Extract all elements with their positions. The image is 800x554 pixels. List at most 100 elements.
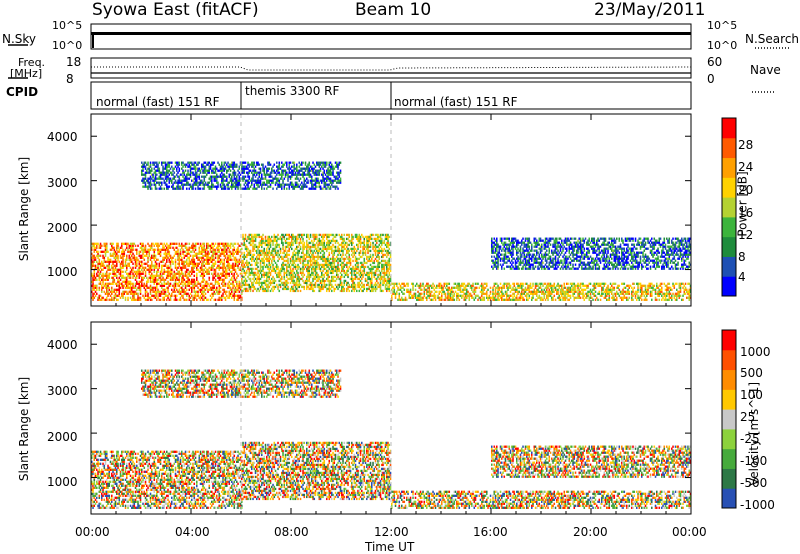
power-cell: [199, 284, 202, 287]
power-cell: [374, 289, 377, 293]
power-cell: [206, 284, 208, 287]
power-cell: [257, 247, 259, 251]
power-cell: [244, 289, 247, 293]
power-cell: [224, 161, 227, 164]
power-cell: [264, 271, 267, 275]
power-cell: [221, 248, 223, 251]
power-cell: [237, 173, 239, 176]
power-cell: [284, 281, 287, 285]
power-cell: [252, 247, 254, 251]
power-cell: [223, 173, 226, 176]
power-cell: [182, 294, 184, 297]
power-cell: [98, 276, 101, 279]
freq-tick-high: 18: [66, 55, 82, 69]
power-cell: [182, 284, 184, 287]
power-cell: [286, 251, 288, 255]
power-cell: [192, 296, 194, 299]
power-cell: [267, 235, 269, 239]
power-cell: [198, 270, 201, 273]
power-cell: [114, 268, 117, 271]
power-cell: [132, 262, 134, 265]
power-cell: [203, 260, 206, 263]
nsky-panel: [8, 23, 790, 50]
power-cell: [299, 177, 302, 180]
power-cell: [337, 275, 339, 279]
power-cell: [154, 248, 157, 251]
power-cell: [311, 263, 313, 267]
power-cell: [169, 256, 172, 259]
power-cell: [159, 252, 162, 255]
power-cell: [143, 250, 146, 253]
power-cell: [143, 286, 146, 289]
power-cell: [221, 266, 223, 269]
power-cell: [301, 163, 303, 166]
power-cell: [188, 278, 191, 281]
power-cell: [238, 181, 241, 184]
power-cell: [102, 280, 104, 283]
power-cell: [226, 177, 228, 180]
power-cell: [104, 284, 107, 287]
power-cell: [157, 244, 159, 247]
power-cell: [144, 292, 147, 295]
power-cell: [302, 265, 304, 269]
power-cell: [164, 282, 167, 285]
power-cell: [222, 248, 224, 251]
power-cell: [282, 261, 284, 265]
power-cell: [214, 278, 217, 281]
power-cell: [334, 279, 337, 283]
power-cell: [97, 262, 99, 265]
power-cell: [134, 276, 137, 279]
power-cell: [347, 269, 349, 273]
power-cell: [347, 273, 349, 277]
power-cell: [322, 277, 324, 281]
power-cell: [183, 290, 186, 293]
power-cell: [178, 254, 181, 257]
power-cell: [248, 267, 251, 271]
power-cell: [251, 239, 253, 243]
power-cell: [147, 242, 149, 245]
power-cell: [162, 264, 164, 267]
power-cell: [376, 283, 378, 287]
power-cell: [382, 233, 384, 237]
power-cell: [192, 244, 194, 247]
power-cell: [363, 283, 366, 287]
power-cell: [156, 266, 158, 269]
power-cell: [244, 245, 247, 249]
power-cell: [298, 243, 301, 247]
power-cell: [222, 242, 224, 245]
power-cell: [364, 277, 367, 281]
power-cell: [259, 287, 262, 291]
power-cell: [179, 252, 182, 255]
power-cell: [174, 276, 177, 279]
power-cell: [187, 276, 189, 279]
power-cell: [181, 262, 183, 265]
power-cell: [321, 283, 323, 287]
power-cell: [272, 239, 274, 243]
power-cell: [341, 243, 343, 247]
power-cell: [201, 266, 203, 269]
power-cell: [324, 267, 327, 271]
power-cell: [297, 271, 299, 275]
power-cell: [174, 242, 177, 245]
power-cell: [149, 278, 152, 281]
power-cell: [331, 251, 333, 255]
power-cell: [388, 285, 391, 289]
power-cell: [202, 256, 204, 259]
power-cell: [182, 290, 184, 293]
power-cell: [114, 272, 117, 275]
power-cell: [346, 241, 348, 245]
power-cell: [96, 242, 98, 245]
power-cell: [323, 235, 326, 239]
power-cell: [219, 272, 222, 275]
power-cell: [377, 259, 379, 263]
power-cell: [378, 251, 381, 255]
power-cell: [266, 253, 268, 257]
power-cell: [354, 247, 357, 251]
power-cell: [182, 260, 184, 263]
power-cell: [249, 257, 252, 261]
power-cell: [268, 237, 271, 241]
power-cell: [376, 269, 378, 273]
power-cell: [238, 296, 241, 299]
power-cell: [219, 286, 222, 289]
power-cell: [229, 292, 232, 295]
